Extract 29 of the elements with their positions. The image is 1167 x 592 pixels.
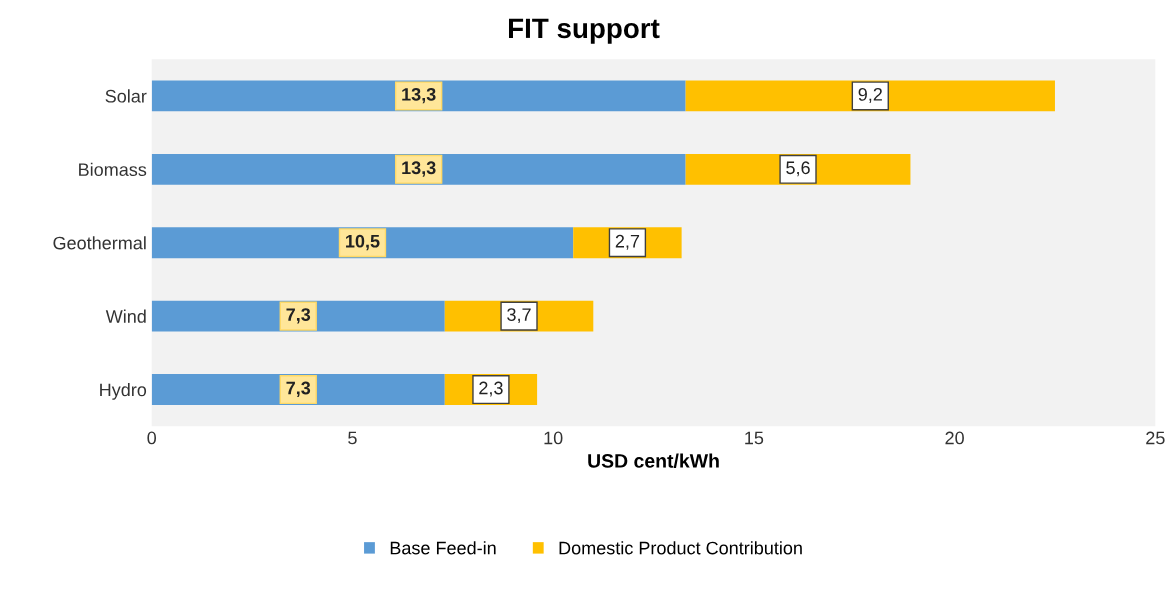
y-tick-label: Solar xyxy=(105,89,147,103)
y-tick-label: Geothermal xyxy=(53,236,146,250)
data-label: 2,7 xyxy=(615,234,640,250)
x-tick-label: 15 xyxy=(745,431,764,445)
y-tick-label: Wind xyxy=(105,309,146,323)
y-tick-label: Biomass xyxy=(79,162,147,177)
data-label: 2,3 xyxy=(479,381,503,397)
data-label: 13,3 xyxy=(402,87,436,104)
data-label: 10,5 xyxy=(346,234,380,251)
y-tick-label: Hydro xyxy=(100,382,147,400)
x-axis-title: USD cent/kWh xyxy=(588,453,719,468)
legend-label: Base Feed-in xyxy=(390,541,496,555)
data-label: 13,3 xyxy=(402,161,436,177)
bar xyxy=(151,80,686,112)
x-tick-label: 10 xyxy=(544,431,563,445)
chart-title: FIT support xyxy=(508,18,660,44)
bar xyxy=(685,80,1055,112)
data-label: 9,2 xyxy=(858,87,882,103)
legend-label: Domestic Product Contribution xyxy=(559,541,802,555)
data-label: 3,7 xyxy=(507,308,531,324)
data-label: 7,3 xyxy=(286,381,311,397)
x-tick-label: 25 xyxy=(1146,431,1165,445)
data-label: 5,6 xyxy=(786,161,810,177)
bar xyxy=(151,227,574,259)
data-label: 7,3 xyxy=(286,308,311,324)
x-tick-label: 5 xyxy=(348,431,357,445)
x-tick-label: 20 xyxy=(945,431,964,445)
bar xyxy=(151,153,686,185)
x-tick-label: 0 xyxy=(147,431,157,445)
